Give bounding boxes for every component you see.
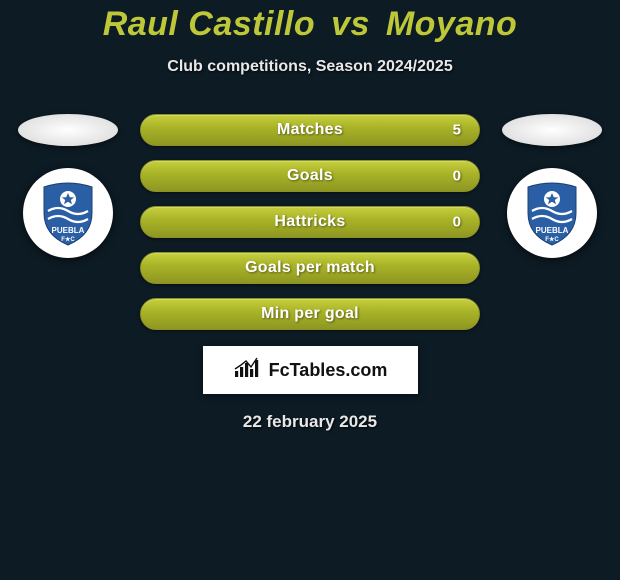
subtitle: Club competitions, Season 2024/2025 (0, 58, 620, 76)
player2-club-badge: PUEBLA F★C (507, 168, 597, 258)
stat-label: Matches (277, 121, 343, 139)
brand-watermark: FcTables.com (203, 346, 418, 394)
bar-chart-icon (233, 357, 261, 384)
player1-club-badge: PUEBLA F★C (23, 168, 113, 258)
stat-label: Min per goal (261, 305, 359, 323)
stat-row-goals-per-match: Goals per match (140, 252, 480, 284)
content-row: PUEBLA F★C Matches 5 Goals 0 Hattricks 0… (0, 114, 620, 330)
svg-text:PUEBLA: PUEBLA (536, 226, 569, 235)
stat-value: 0 (453, 168, 461, 185)
puebla-fc-crest-icon: PUEBLA F★C (34, 179, 102, 247)
stat-row-hattricks: Hattricks 0 (140, 206, 480, 238)
player2-name: Moyano (386, 5, 517, 43)
stat-label: Hattricks (274, 213, 345, 231)
player2-avatar-placeholder (502, 114, 602, 146)
puebla-fc-crest-icon: PUEBLA F★C (518, 179, 586, 247)
left-column: PUEBLA F★C (18, 114, 118, 258)
svg-text:PUEBLA: PUEBLA (52, 226, 85, 235)
date-line: 22 february 2025 (0, 412, 620, 432)
stats-column: Matches 5 Goals 0 Hattricks 0 Goals per … (140, 114, 480, 330)
stat-value: 0 (453, 214, 461, 231)
stat-label: Goals (287, 167, 333, 185)
right-column: PUEBLA F★C (502, 114, 602, 258)
stat-row-matches: Matches 5 (140, 114, 480, 146)
brand-text: FcTables.com (269, 360, 388, 381)
player1-avatar-placeholder (18, 114, 118, 146)
stat-label: Goals per match (245, 259, 375, 277)
svg-text:F★C: F★C (545, 236, 559, 243)
stat-row-goals: Goals 0 (140, 160, 480, 192)
svg-text:F★C: F★C (61, 236, 75, 243)
vs-separator: vs (331, 5, 370, 43)
page-title: Raul Castillo vs Moyano (0, 5, 620, 44)
stat-value: 5 (453, 122, 461, 139)
comparison-card: Raul Castillo vs Moyano Club competition… (0, 0, 620, 432)
stat-row-min-per-goal: Min per goal (140, 298, 480, 330)
player1-name: Raul Castillo (103, 5, 315, 43)
